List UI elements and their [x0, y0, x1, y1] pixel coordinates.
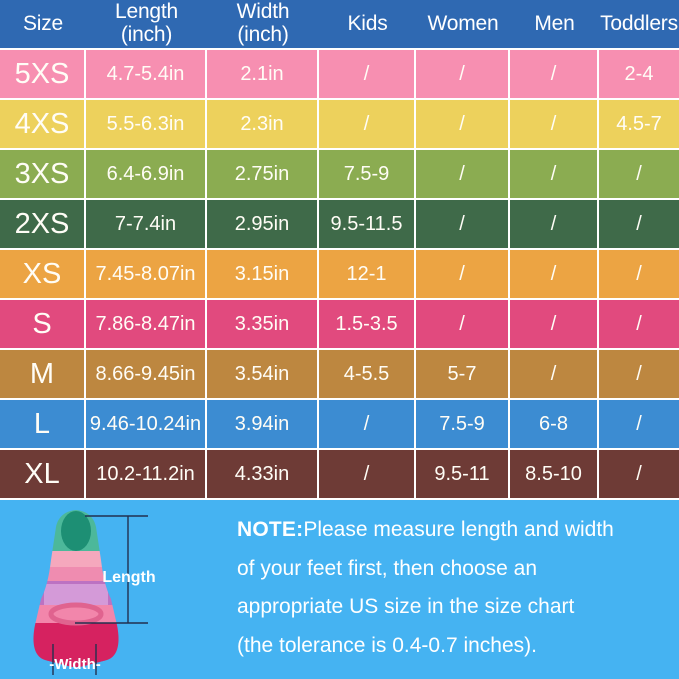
toddlers-cell: 2-4 [599, 50, 679, 98]
note-line-3: appropriate US size in the size chart [237, 595, 575, 618]
width-cell: 3.94in [207, 400, 317, 448]
men-cell: / [510, 100, 597, 148]
length-cell: 8.66-9.45in [86, 350, 205, 398]
table-header-row: Size Length (inch) Width (inch) Kids Women… [0, 0, 679, 48]
note-line-1: NOTE:Please measure length and width [237, 518, 614, 541]
note-text: NOTE:Please measure length and width of … [237, 511, 673, 665]
width-cell: 2.75in [207, 150, 317, 198]
kids-cell: 7.5-9 [319, 150, 414, 198]
dimension-lines [52, 515, 148, 675]
women-cell: / [416, 300, 508, 348]
toddlers-cell: / [599, 200, 679, 248]
row-label: 4XS [0, 100, 84, 148]
men-cell: / [510, 200, 597, 248]
column-header-width: Width (inch) [236, 0, 290, 46]
row-label: S [0, 300, 84, 348]
women-cell: / [416, 50, 508, 98]
length-cell: 6.4-6.9in [86, 150, 205, 198]
column-header-women: Women [427, 11, 499, 35]
column-header-men: Men [534, 11, 575, 35]
row-label: M [0, 350, 84, 398]
men-cell: / [510, 300, 597, 348]
men-cell: / [510, 350, 597, 398]
toddlers-cell: 4.5-7 [599, 100, 679, 148]
column-header-kids: Kids [347, 11, 388, 35]
width-cell: 2.1in [207, 50, 317, 98]
length-cell: 10.2-11.2in [86, 450, 205, 498]
toddlers-cell: / [599, 450, 679, 498]
width-cell: 2.3in [207, 100, 317, 148]
women-cell: / [416, 250, 508, 298]
kids-cell: 12-1 [319, 250, 414, 298]
toddlers-cell: / [599, 300, 679, 348]
row-label: 5XS [0, 50, 84, 98]
width-cell: 3.54in [207, 350, 317, 398]
note-line-4: (the tolerance is 0.4-0.7 inches). [237, 633, 537, 657]
length-cell: 4.7-5.4in [86, 50, 205, 98]
width-cell: 4.33in [207, 450, 317, 498]
column-header-toddlers: Toddlers [600, 11, 678, 35]
length-cell: 5.5-6.3in [86, 100, 205, 148]
women-cell: / [416, 100, 508, 148]
column-header-size: Size [22, 11, 64, 35]
kids-cell: / [319, 400, 414, 448]
kids-cell: 9.5-11.5 [319, 200, 414, 248]
men-cell: / [510, 250, 597, 298]
row-label: XS [0, 250, 84, 298]
size-table: Size Length (inch) Width (inch) Kids Women… [0, 0, 679, 500]
row-label: XL [0, 450, 84, 498]
note-line-2: of your feet first, then choose an [237, 556, 538, 580]
women-cell: / [416, 150, 508, 198]
men-cell: 8.5-10 [510, 450, 597, 498]
men-cell: 6-8 [510, 400, 597, 448]
width-dimension-label: -Width- [49, 656, 101, 673]
length-cell: 9.46-10.24in [86, 400, 205, 448]
length-dimension-label: Length [102, 569, 155, 586]
men-cell: / [510, 50, 597, 98]
toddlers-cell: / [599, 350, 679, 398]
women-cell: 9.5-11 [416, 450, 508, 498]
row-label: 2XS [0, 200, 84, 248]
width-cell: 3.35in [207, 300, 317, 348]
length-cell: 7.45-8.07in [86, 250, 205, 298]
toddlers-cell: / [599, 400, 679, 448]
kids-cell: / [319, 50, 414, 98]
column-header-length: Length (inch) [114, 0, 179, 46]
women-cell: 7.5-9 [416, 400, 508, 448]
table-body: 5XS 4.7-5.4in 2.1in / / / 2-4 4XS 5.5-6.… [0, 48, 679, 500]
toddlers-cell: / [599, 250, 679, 298]
women-cell: / [416, 200, 508, 248]
women-cell: 5-7 [416, 350, 508, 398]
men-cell: / [510, 150, 597, 198]
row-label: L [0, 400, 84, 448]
kids-cell: / [319, 450, 414, 498]
fin-body [33, 510, 119, 667]
width-cell: 2.95in [207, 200, 317, 248]
kids-cell: 4-5.5 [319, 350, 414, 398]
width-cell: 3.15in [207, 250, 317, 298]
length-cell: 7-7.4in [86, 200, 205, 248]
length-cell: 7.86-8.47in [86, 300, 205, 348]
note-section: Length -Width- NOTE:Please measure lengt… [0, 500, 679, 679]
kids-cell: / [319, 100, 414, 148]
swim-fin-illustration: Length -Width- [33, 510, 156, 675]
kids-cell: 1.5-3.5 [319, 300, 414, 348]
row-label: 3XS [0, 150, 84, 198]
toddlers-cell: / [599, 150, 679, 198]
